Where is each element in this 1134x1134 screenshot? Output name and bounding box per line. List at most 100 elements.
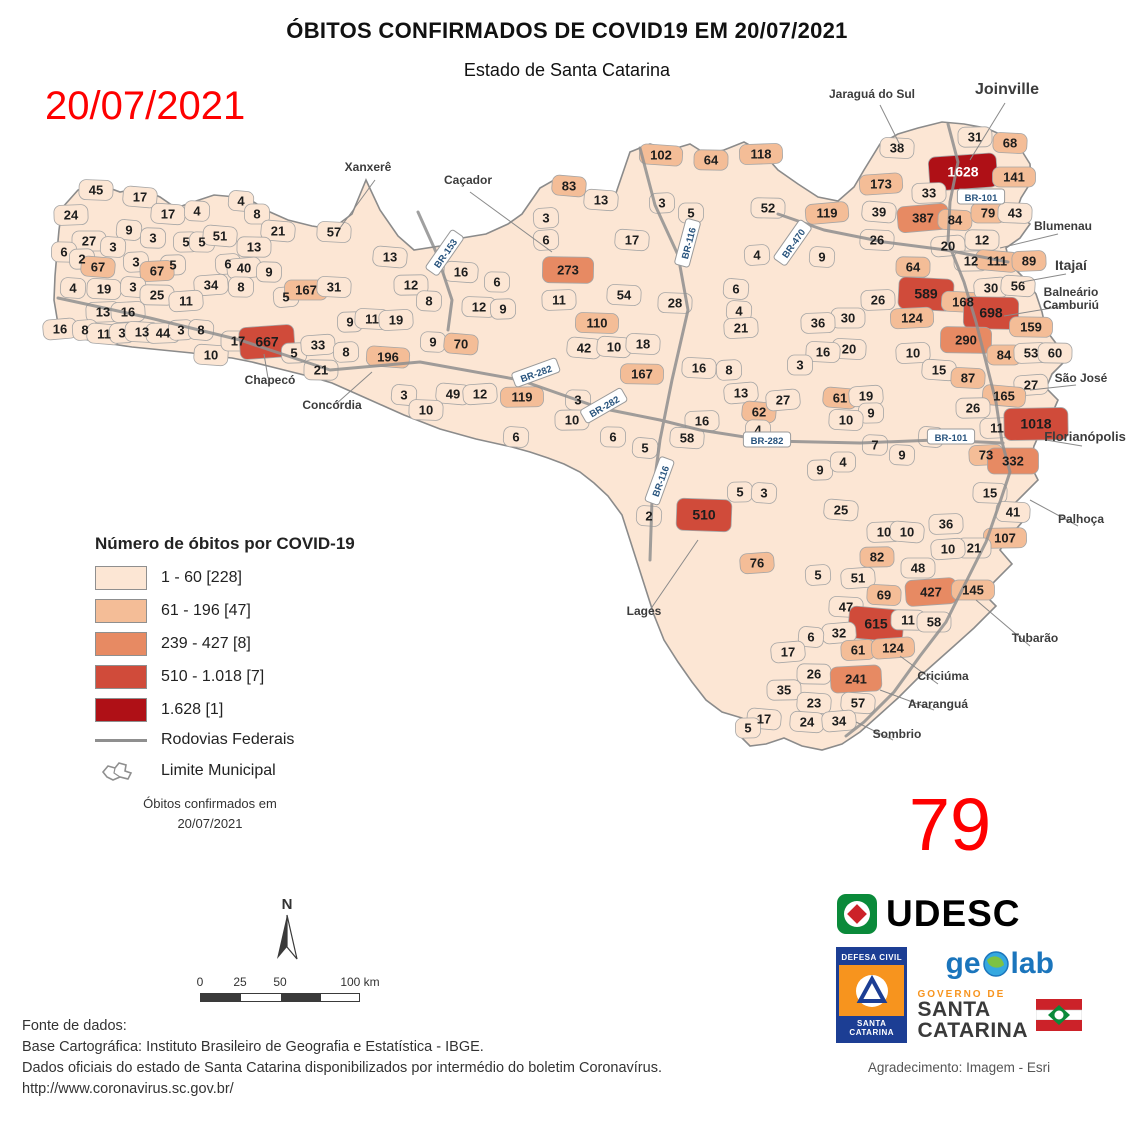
- municipality-area: [735, 717, 761, 739]
- municipality-value: 79: [981, 206, 995, 221]
- municipality-value: 10: [877, 525, 891, 540]
- municipality-value: 26: [870, 233, 884, 248]
- municipality-value: 196: [377, 350, 399, 365]
- municipality-area: [861, 200, 897, 224]
- municipality-area: [955, 397, 991, 419]
- municipality-area: [840, 566, 876, 590]
- municipality-value: 3: [574, 393, 581, 408]
- municipality-area: [372, 245, 408, 269]
- city-label: Lages: [627, 604, 662, 618]
- municipality-area: [168, 289, 204, 313]
- municipality-value: 118: [751, 147, 772, 162]
- municipality-area: [1000, 274, 1036, 298]
- municipality-value: 57: [327, 225, 341, 240]
- municipality-value: 19: [97, 282, 111, 297]
- city-label: Balneário Camburiú: [1043, 285, 1099, 312]
- municipality-value: 3: [129, 280, 136, 295]
- municipality-value: 119: [512, 390, 533, 405]
- municipality-value: 31: [968, 130, 982, 145]
- municipality-area: [489, 298, 517, 320]
- municipality-value: 13: [383, 250, 397, 265]
- municipality-value: 13: [96, 305, 110, 320]
- municipality-area: [859, 546, 895, 568]
- municipality-value: 9: [346, 315, 353, 330]
- municipality-area: [766, 679, 802, 701]
- municipality-value: 10: [419, 403, 433, 418]
- city-label: Criciúma: [917, 669, 969, 683]
- municipality-area: [992, 132, 1028, 154]
- municipality-value: 40: [237, 261, 251, 276]
- municipality-value: 6: [807, 630, 814, 645]
- total-deaths-number: 79: [908, 783, 992, 866]
- udesc-wordmark: UDESC: [886, 893, 1021, 934]
- municipality-value: 27: [776, 393, 790, 408]
- city-leader-lines: [263, 102, 1083, 741]
- city-label: Jaraguá do Sul: [829, 87, 915, 101]
- municipality-value: 26: [966, 401, 980, 416]
- municipality-area: [860, 289, 896, 311]
- municipality-area: [866, 584, 902, 606]
- municipality-value: 5: [282, 290, 289, 305]
- municipality-area: [739, 551, 775, 575]
- road-label: BR-101: [926, 428, 976, 445]
- municipality-value: 12: [472, 300, 486, 315]
- municipality-area: [500, 386, 544, 408]
- municipality-value: 11: [901, 613, 915, 628]
- municipality-area: [541, 289, 577, 311]
- municipality-value: 10: [941, 542, 955, 557]
- municipality-area: [681, 357, 717, 379]
- municipality-value: 4: [839, 455, 847, 470]
- municipality-value: 51: [851, 571, 865, 586]
- svg-text:BR-101: BR-101: [935, 433, 968, 444]
- municipality-area: [532, 207, 560, 229]
- municipality-area: [840, 691, 876, 715]
- municipality-value: 9: [898, 448, 905, 463]
- municipality-area: [828, 409, 864, 431]
- municipality-value: 64: [906, 260, 921, 275]
- municipality-value: 5: [736, 485, 743, 500]
- municipality-value: 10: [565, 413, 579, 428]
- municipality-area: [888, 444, 916, 466]
- municipality-value: 39: [872, 205, 886, 220]
- defesa-civil-subtitle: SANTA CATARINA: [839, 1016, 905, 1040]
- municipality-area: [53, 204, 89, 226]
- municipality-value: 36: [939, 517, 953, 532]
- city-label: Joinville: [975, 81, 1039, 98]
- municipality-value: 84: [948, 213, 963, 228]
- municipality-area: [122, 185, 158, 209]
- municipality-area: [723, 317, 759, 339]
- municipality-value: 10: [900, 525, 914, 540]
- municipality-value: 12: [964, 254, 978, 269]
- municipality-value: 3: [177, 323, 184, 338]
- municipality-value: 16: [692, 361, 706, 376]
- municipality-value: 124: [901, 311, 923, 326]
- municipality-value: 68: [1003, 136, 1017, 151]
- legend-roads-label: Rodovias Federais: [161, 731, 295, 748]
- municipality-area: [415, 290, 443, 312]
- municipality-area: [583, 188, 619, 212]
- municipality-value: 168: [952, 295, 974, 310]
- municipality-value: 49: [446, 387, 460, 402]
- municipality-value: 11: [365, 312, 379, 327]
- municipality-area: [600, 426, 626, 448]
- municipality-value: 4: [237, 194, 245, 209]
- municipality-value: 25: [150, 288, 164, 303]
- municipality-value: 61: [833, 391, 847, 406]
- municipality-value: 698: [979, 305, 1003, 321]
- municipality-area: [260, 219, 296, 243]
- scale-tick-0: 0: [196, 975, 204, 989]
- municipality-value: 5: [198, 235, 205, 250]
- municipality-value: 56: [1011, 279, 1025, 294]
- municipality-value: 25: [834, 503, 848, 518]
- municipality-value: 17: [781, 645, 795, 660]
- municipality-area: [620, 363, 664, 385]
- municipality-value: 67: [150, 264, 164, 279]
- municipality-value: 20: [941, 239, 955, 254]
- governo-de-label: GOVERNO DE: [917, 989, 1006, 1000]
- legend-class-label: 1.628 [1]: [161, 701, 224, 718]
- legend-swatch: [95, 599, 147, 623]
- municipality-value: 667: [255, 334, 279, 350]
- municipality-area: [59, 277, 87, 299]
- municipality-value: 67: [91, 260, 105, 275]
- municipality-value: 332: [1002, 454, 1024, 469]
